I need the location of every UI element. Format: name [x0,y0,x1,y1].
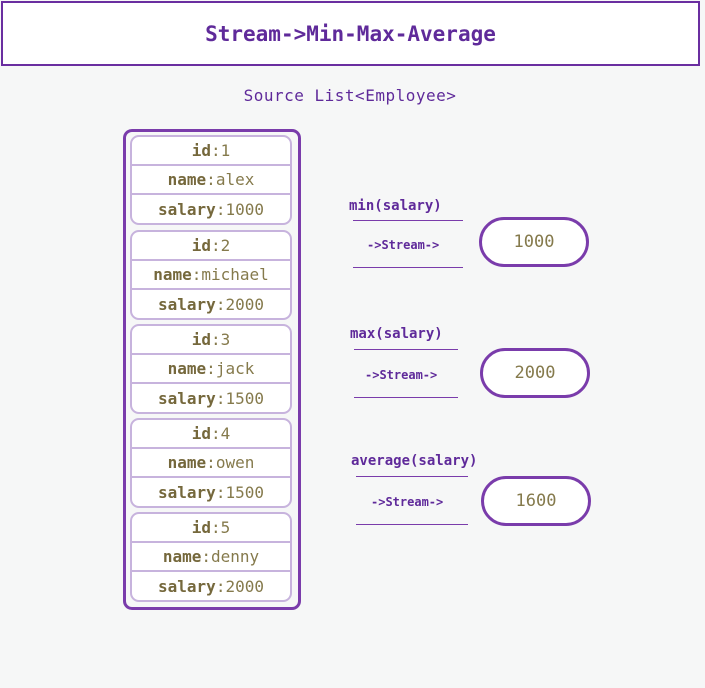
employee-salary-row: salary:2000 [132,572,290,601]
id-value: 5 [220,518,231,537]
name-key: name [167,359,207,378]
salary-value: 1500 [225,389,264,408]
average-top-line [356,476,468,477]
name-separator: : [206,359,216,378]
salary-key: salary [158,295,216,314]
id-key: id [191,518,211,537]
employee-card: id: 3 name: jack salary:1500 [130,324,292,414]
min-operation-label: min(salary) [349,198,442,214]
employee-name-row: name: denny [132,543,290,572]
salary-value: 2000 [225,577,264,596]
id-key: id [191,330,211,349]
salary-separator: : [215,200,226,219]
name-value: michael [201,265,269,284]
source-list-container [123,129,301,610]
min-stream-arrow: ->Stream-> [367,238,440,252]
id-key: id [191,424,211,443]
employee-name-row: name: michael [132,261,290,290]
salary-value: 1500 [225,483,264,502]
name-separator: : [206,453,216,472]
name-key: name [153,265,192,284]
employee-salary-row: salary:1500 [132,384,290,413]
employee-name-row: name: jack [132,355,290,384]
salary-value: 2000 [225,295,264,314]
employee-salary-row: salary:2000 [132,290,290,319]
salary-separator: : [215,483,226,502]
id-separator: : [210,518,221,537]
employee-card: id: 2 name: michael salary:2000 [130,230,292,320]
salary-separator: : [215,577,226,596]
name-separator: : [191,265,202,284]
average-bottom-line [356,524,468,525]
name-value: alex [215,170,255,189]
name-key: name [162,547,202,566]
employee-card: id: 5 name: denny salary:2000 [130,512,292,602]
employee-id-row: id: 1 [132,137,290,166]
salary-key: salary [158,483,216,502]
salary-key: salary [158,200,216,219]
employee-card: id: 4 name: owen salary:1500 [130,418,292,508]
employee-card: id: 1 name: alex salary:1000 [130,135,292,225]
employee-salary-row: salary:1000 [132,195,290,224]
name-separator: : [206,170,216,189]
salary-value: 1000 [225,200,264,219]
employee-id-row: id: 3 [132,326,290,355]
name-key: name [167,453,207,472]
id-value: 2 [220,236,231,255]
employee-id-row: id: 2 [132,232,290,261]
id-separator: : [210,424,221,443]
name-value: jack [215,359,255,378]
name-key: name [167,170,207,189]
employee-name-row: name: alex [132,166,290,195]
min-top-line [353,220,463,221]
id-separator: : [210,141,221,160]
id-separator: : [210,330,221,349]
max-bottom-line [354,397,458,398]
employee-id-row: id: 4 [132,420,290,449]
employee-salary-row: salary:1500 [132,478,290,507]
average-operation-label: average(salary) [351,453,478,469]
id-value: 4 [220,424,231,443]
min-result-node: 1000 [479,217,589,267]
id-separator: : [210,236,221,255]
title-bar: Stream->Min-Max-Average [1,1,700,66]
max-top-line [354,349,458,350]
salary-key: salary [158,577,216,596]
salary-key: salary [158,389,216,408]
employee-id-row: id: 5 [132,514,290,543]
name-separator: : [201,547,211,566]
id-key: id [191,236,211,255]
name-value: denny [211,547,260,566]
id-key: id [191,141,211,160]
id-value: 3 [220,330,231,349]
min-bottom-line [353,267,463,268]
name-value: owen [215,453,255,472]
salary-separator: : [215,389,226,408]
employee-name-row: name: owen [132,449,290,478]
max-operation-label: max(salary) [350,326,443,342]
id-value: 1 [220,141,231,160]
max-stream-arrow: ->Stream-> [365,368,438,382]
max-result-node: 2000 [480,348,590,398]
average-stream-arrow: ->Stream-> [371,495,444,509]
source-list-label: Source List<Employee> [243,86,457,105]
average-result-node: 1600 [481,476,591,526]
salary-separator: : [215,295,226,314]
diagram-title: Stream->Min-Max-Average [205,21,496,46]
